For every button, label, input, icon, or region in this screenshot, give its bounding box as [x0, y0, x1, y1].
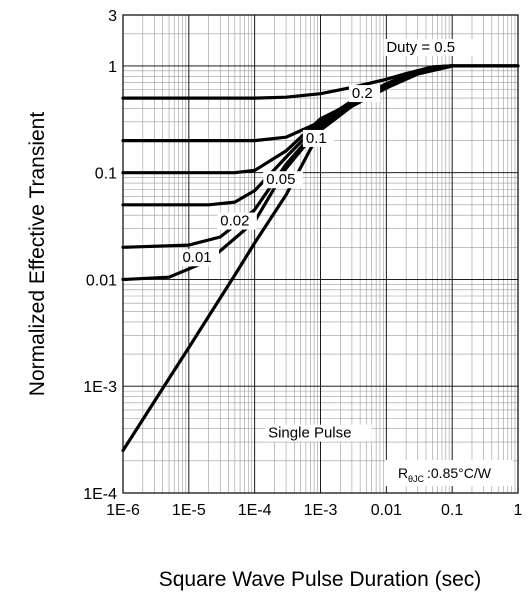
curve-label-0-01: 0.01 [182, 249, 211, 266]
annotation-value: :0.85°C/W [427, 465, 492, 481]
curve-label-bg-0-1 [302, 129, 335, 147]
x-axis-title: Square Wave Pulse Duration (sec) [159, 568, 482, 591]
curve-label-bg-single-pulse [265, 424, 372, 442]
x-tick-labels: 1E-6 1E-5 1E-4 1E-3 0.01 0.1 1 [106, 502, 522, 519]
annotation-background [385, 460, 513, 486]
x-tick-label: 0.1 [441, 502, 463, 519]
y-tick-label: 0.01 [86, 272, 117, 289]
curve-label-0-02: 0.02 [220, 213, 249, 230]
y-tick-label: 1 [108, 59, 117, 76]
x-tick-label: 1E-5 [172, 502, 206, 519]
x-tick-label: 1 [514, 502, 523, 519]
curve-label-bg-0-05 [263, 171, 303, 189]
curve-label-single-pulse: Single Pulse [268, 425, 351, 442]
curve-label-bg-0-01 [179, 249, 220, 267]
curve-label-0-2: 0.2 [352, 85, 373, 102]
plot-frame [122, 14, 519, 494]
annotation-box: R θJC :0.85°C/W [385, 460, 513, 486]
curve-labels: Duty = 0.5 0.2 0.1 0.05 0.02 0.01 Single Pulse [179, 39, 474, 442]
curve-label-bg-duty-0-5 [383, 39, 474, 57]
x-tick-label: 1E-6 [106, 502, 140, 519]
y-tick-label: 1E-3 [83, 379, 117, 396]
y-axis-title: Normalized Effective Transient [26, 112, 49, 397]
annotation-subscript: θJC [408, 474, 425, 484]
curve-label-bg-0-02 [217, 212, 257, 230]
annotation-r: R [398, 465, 408, 481]
x-tick-label: 1E-3 [304, 502, 338, 519]
curve-label-bg-0-2 [348, 85, 381, 103]
x-tick-label: 1E-4 [238, 502, 272, 519]
y-tick-labels: 1E-4 1E-3 0.01 0.1 1 3 [83, 8, 117, 503]
y-tick-label: 1E-4 [83, 486, 117, 503]
y-tick-label: 3 [108, 8, 117, 25]
curve-label-duty-0-5: Duty = 0.5 [386, 39, 455, 56]
curve-label-0-05: 0.05 [266, 171, 295, 188]
y-tick-label: 0.1 [95, 166, 117, 183]
curve-label-0-1: 0.1 [306, 130, 327, 147]
x-tick-label: 0.01 [371, 502, 402, 519]
